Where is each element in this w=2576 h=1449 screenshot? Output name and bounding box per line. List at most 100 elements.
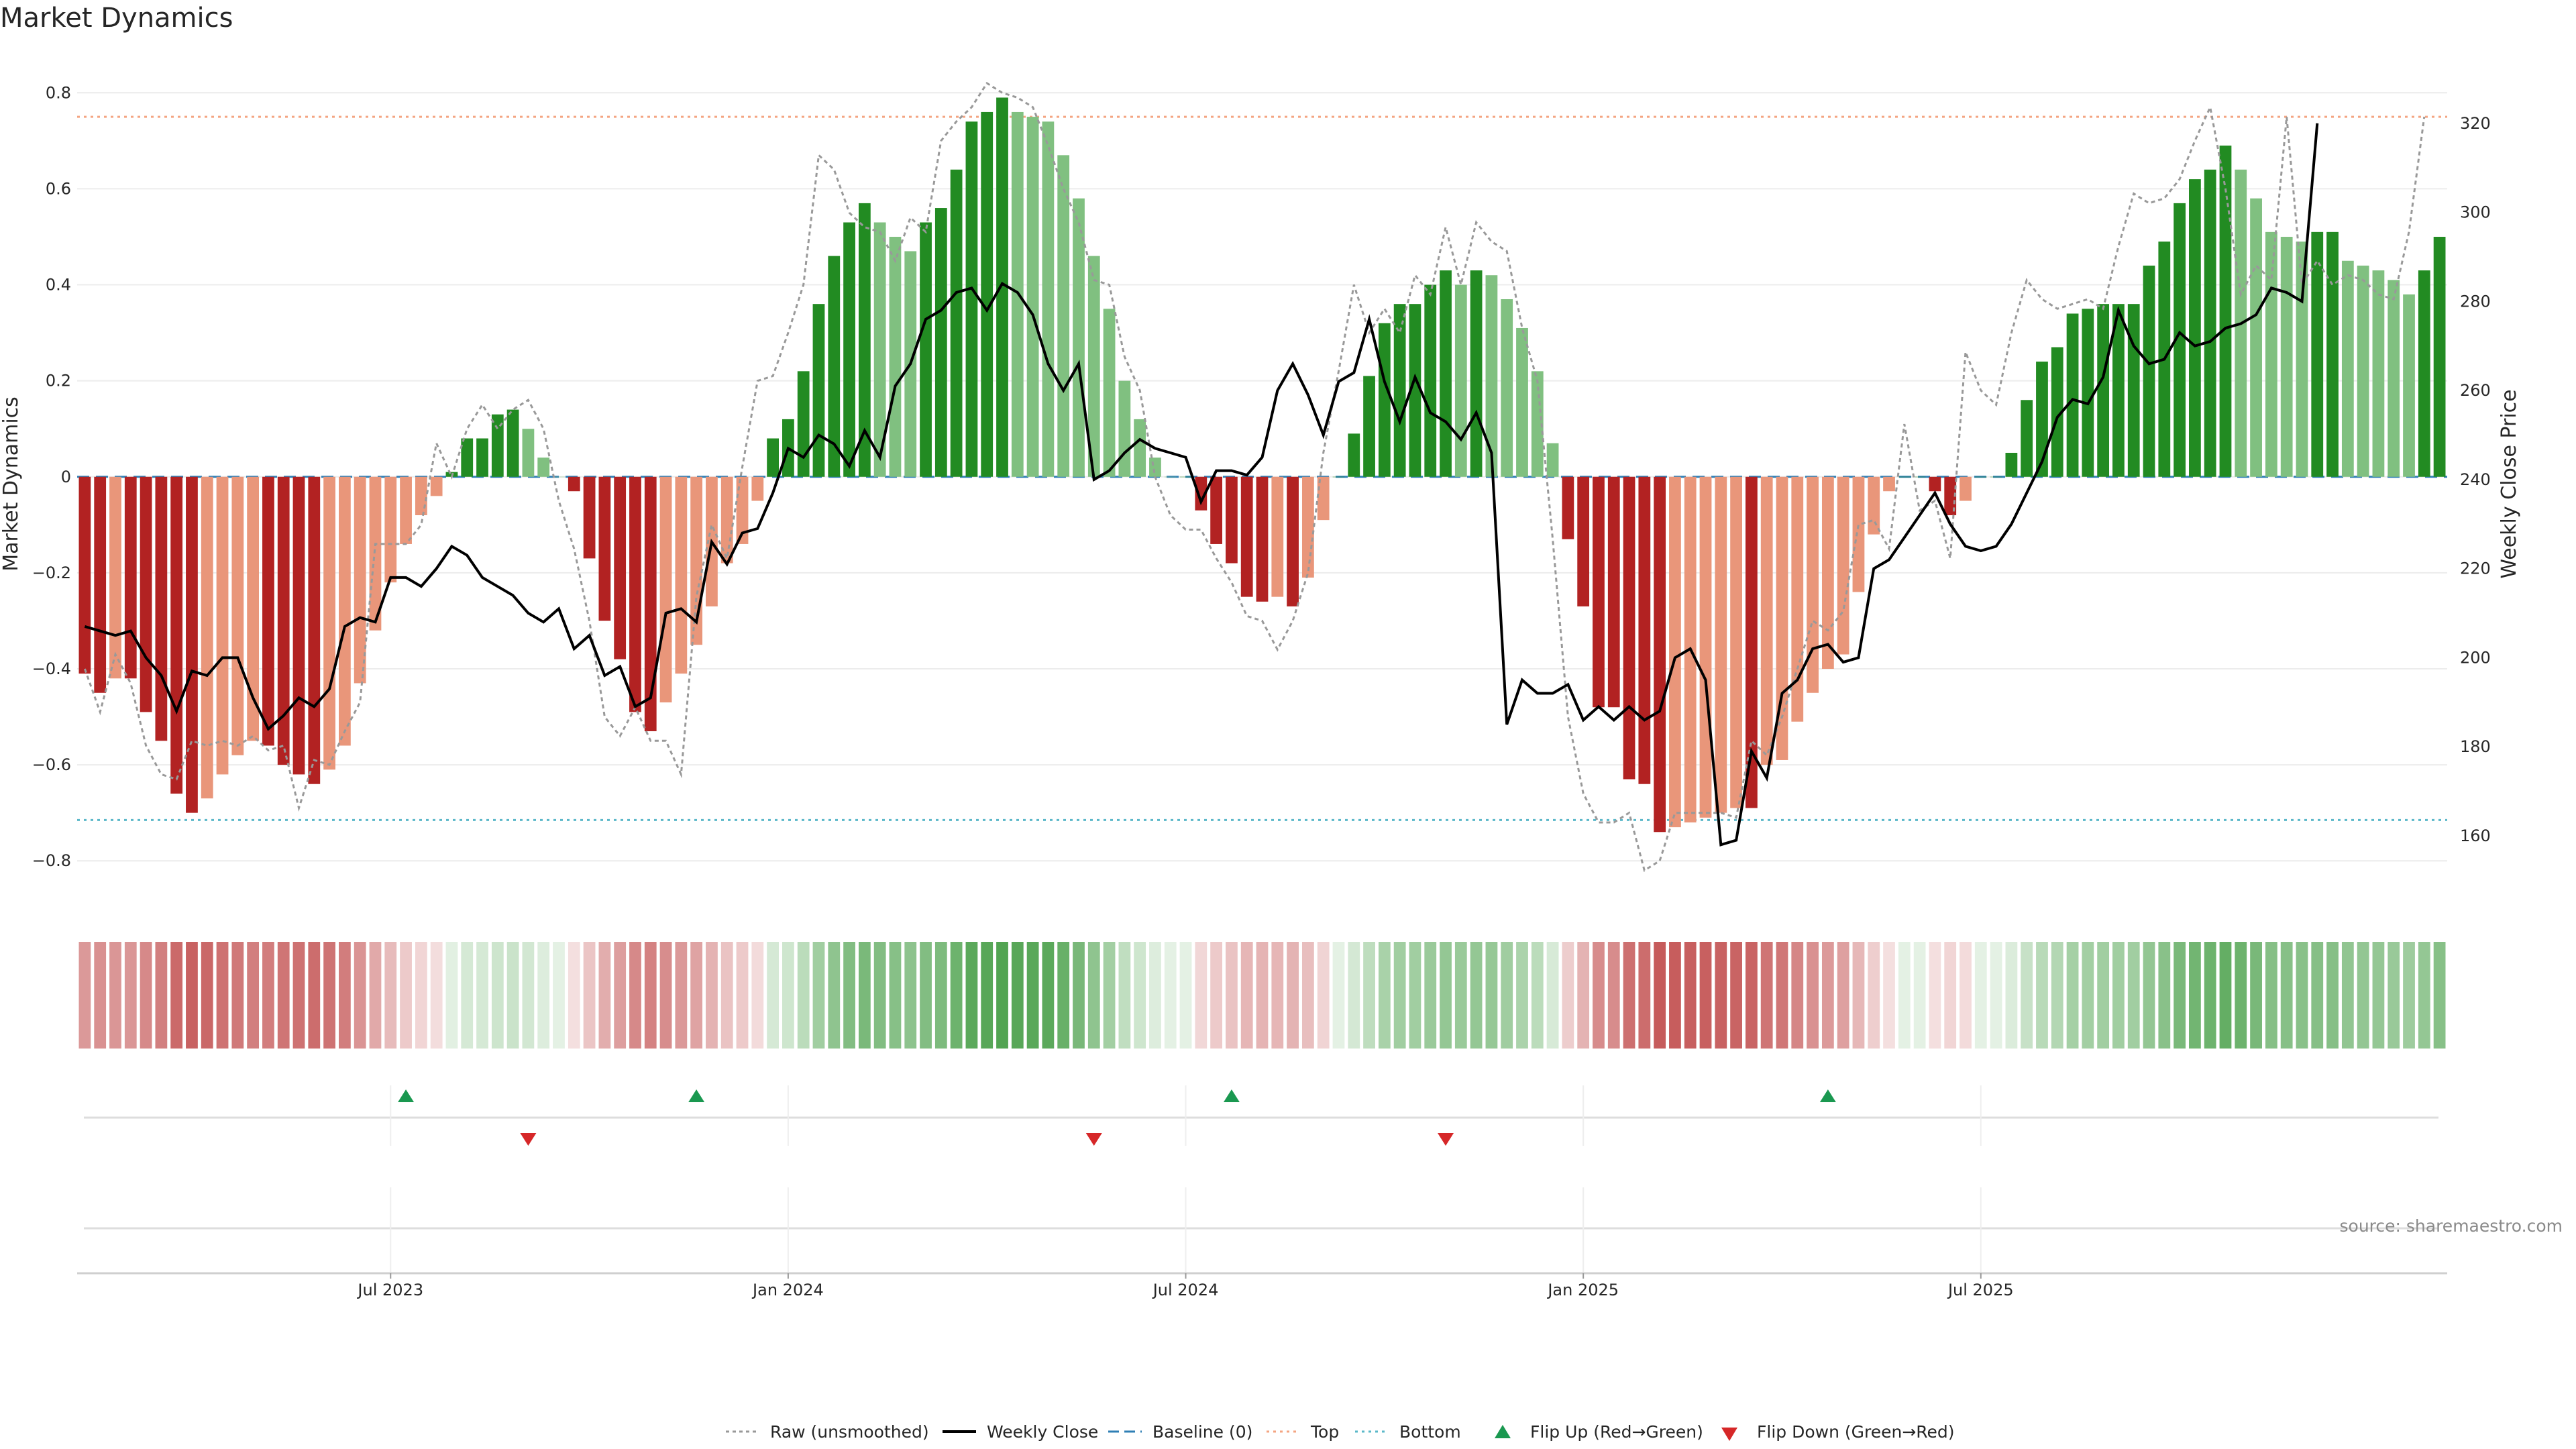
heat-cell	[2341, 942, 2354, 1049]
y-tick-label-right: 280	[2460, 292, 2491, 311]
heat-cell	[1960, 942, 1972, 1049]
heat-cell	[2418, 942, 2430, 1049]
y-tick-label-left: −0.6	[32, 755, 71, 774]
heat-cell	[2326, 942, 2339, 1049]
dynamics-bar	[94, 476, 107, 693]
heat-cell	[262, 942, 274, 1049]
dynamics-bar	[140, 476, 152, 712]
dynamics-bar	[537, 458, 550, 477]
heat-cell	[2296, 942, 2308, 1049]
heat-cell	[1226, 942, 1238, 1049]
dynamics-bar	[430, 476, 443, 496]
heat-cell	[1103, 942, 1116, 1049]
flip-up-marker	[688, 1089, 705, 1102]
dynamics-bar	[2127, 304, 2140, 477]
heat-cell	[950, 942, 963, 1049]
heat-cell	[1073, 942, 1085, 1049]
heat-cell	[2158, 942, 2171, 1049]
heat-cell	[1791, 942, 1804, 1049]
dynamics-bar	[1852, 476, 1865, 592]
dynamics-bar	[2433, 236, 2446, 477]
heat-cell	[430, 942, 443, 1049]
heat-cell	[78, 942, 91, 1049]
heat-cell	[2387, 942, 2400, 1049]
heat-cell	[2112, 942, 2125, 1049]
dynamics-bar	[2174, 203, 2186, 477]
heat-cell	[1837, 942, 1849, 1049]
heat-cell	[1990, 942, 2002, 1049]
heat-cell	[1424, 942, 1437, 1049]
dynamics-bar	[1317, 476, 1330, 521]
legend-label: Flip Up (Red→Green)	[1530, 1422, 1703, 1442]
dynamics-bar	[843, 222, 855, 477]
dynamics-bar	[1807, 476, 1819, 693]
dynamics-bar	[78, 476, 91, 674]
dynamics-bar	[2036, 362, 2048, 477]
dynamics-bar	[2250, 198, 2262, 477]
dynamics-bar	[1990, 476, 2002, 478]
heat-cell	[1164, 942, 1177, 1049]
dynamics-bar	[338, 476, 351, 746]
dynamics-bar	[124, 476, 137, 679]
dynamics-bar	[1118, 380, 1131, 477]
flip-markers-panel	[84, 1085, 2438, 1146]
heat-cell	[2174, 942, 2186, 1049]
dynamics-bar	[1730, 476, 1742, 808]
heat-cell	[323, 942, 335, 1049]
dynamics-bar	[828, 256, 841, 477]
x-tick-label: Jan 2025	[1546, 1281, 1619, 1299]
y-tick-label-left: 0.4	[46, 276, 71, 294]
weekly-close-line	[84, 123, 2319, 847]
legend-swatch-flip-down	[1721, 1428, 1737, 1441]
heat-cell	[2250, 942, 2262, 1049]
heat-cell	[2005, 942, 2018, 1049]
heat-cell	[1699, 942, 1712, 1049]
heat-cell	[1087, 942, 1100, 1049]
heat-cell	[1409, 942, 1421, 1049]
heat-cell	[1042, 942, 1055, 1049]
heat-cell	[996, 942, 1008, 1049]
heat-cell	[170, 942, 183, 1049]
heat-cell	[140, 942, 152, 1049]
heat-cell	[1287, 942, 1299, 1049]
heat-cell	[706, 942, 718, 1049]
heat-cell	[1501, 942, 1513, 1049]
heat-cell	[736, 942, 749, 1049]
dynamics-bar	[644, 476, 657, 732]
heat-cell	[1149, 942, 1161, 1049]
dynamics-bar	[2005, 452, 2018, 477]
dynamics-bar	[751, 476, 764, 501]
flip-down-marker	[520, 1133, 537, 1146]
heat-cell	[568, 942, 580, 1049]
dynamics-bar	[1057, 155, 1070, 477]
dynamics-bar	[1103, 309, 1116, 477]
dynamics-bar	[1746, 476, 1758, 808]
heat-cell	[292, 942, 305, 1049]
dynamics-bar	[1409, 304, 1421, 477]
flip-up-marker	[1819, 1089, 1836, 1102]
dynamics-bar	[1960, 476, 1972, 501]
heat-cell	[537, 942, 550, 1049]
heat-cell	[338, 942, 351, 1049]
heat-cell	[751, 942, 764, 1049]
legend-label: Raw (unsmoothed)	[770, 1422, 929, 1442]
dynamics-bar	[2219, 146, 2232, 477]
heat-cell	[1974, 942, 1987, 1049]
heat-cell	[2097, 942, 2110, 1049]
y-tick-label-left: 0	[61, 468, 71, 486]
y-tick-label-left: −0.2	[32, 564, 71, 582]
dynamics-bar	[2021, 400, 2033, 477]
heat-cell	[186, 942, 198, 1049]
dynamics-bar	[1715, 476, 1727, 813]
source-label: source: sharemaestro.com	[2340, 1216, 2563, 1236]
heat-cell	[1607, 942, 1620, 1049]
heat-cell	[2265, 942, 2277, 1049]
dynamics-bar	[277, 476, 290, 765]
heat-cell	[1134, 942, 1146, 1049]
heat-cell	[461, 942, 474, 1049]
heat-cell	[308, 942, 321, 1049]
y-axis-title-right: Weekly Close Price	[2498, 389, 2521, 578]
heat-cell	[981, 942, 994, 1049]
heat-cell	[2143, 942, 2155, 1049]
dynamics-bar	[1164, 476, 1177, 478]
